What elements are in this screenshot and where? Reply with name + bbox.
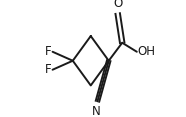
Text: N: N — [92, 105, 101, 117]
Text: OH: OH — [137, 45, 155, 58]
Text: O: O — [113, 0, 122, 10]
Text: F: F — [45, 63, 52, 76]
Text: F: F — [45, 45, 52, 58]
